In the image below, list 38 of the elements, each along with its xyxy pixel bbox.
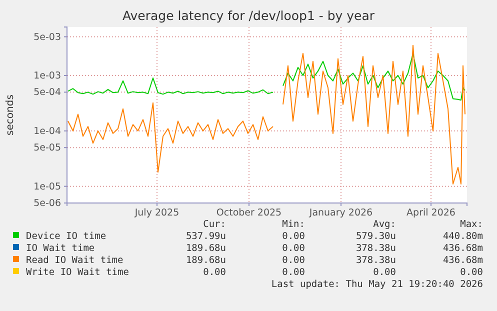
x-tick-label: April 2026 (406, 208, 456, 219)
y-tick-label: 5e-05 (34, 142, 61, 154)
y-tick-label: 1e-05 (34, 181, 61, 192)
legend-label: Write IO Wait time (26, 267, 130, 278)
y-tick-label: 1e-04 (34, 126, 61, 137)
legend-label: Read IO Wait time (26, 255, 124, 266)
text: 436.68m (442, 243, 484, 254)
text: 579.30u (356, 231, 396, 242)
y-tick-label: 5e-06 (34, 198, 61, 210)
text: 0.00 (460, 267, 484, 278)
text: 0.00 (282, 231, 306, 242)
text: 0.00 (282, 267, 306, 278)
text: 378.38u (356, 255, 396, 266)
text: 189.68u (186, 255, 226, 266)
text: 0.00 (282, 255, 306, 266)
text: 0.00 (373, 267, 396, 278)
x-tick-label: October 2025 (216, 208, 282, 219)
chart-title: Average latency for /dev/loop1 - by year (122, 8, 376, 23)
y-tick-label: 1e-03 (34, 70, 61, 82)
text: Max: (460, 219, 483, 230)
text: 0.00 (282, 243, 306, 254)
text: 0.00 (203, 267, 226, 278)
text: 378.38u (356, 243, 396, 254)
text: 440.80m (442, 231, 484, 242)
x-tick-label: July 2025 (134, 208, 180, 219)
x-tick-label: January 2026 (308, 208, 373, 219)
y-tick-label: 5e-03 (34, 32, 61, 43)
text: 436.68m (442, 255, 484, 266)
text: 537.99u (186, 231, 226, 242)
legend-label: IO Wait time (26, 243, 95, 254)
y-axis-title: seconds (5, 94, 16, 136)
text: Avg: (373, 219, 396, 230)
y-tick-label: 5e-04 (34, 87, 61, 98)
text: Min: (282, 219, 305, 230)
text: Cur: (203, 219, 226, 230)
legend-label: Device IO time (26, 231, 106, 242)
text: Last update: Thu May 21 19:20:40 2026 (271, 279, 484, 290)
text: 189.68u (186, 243, 226, 254)
